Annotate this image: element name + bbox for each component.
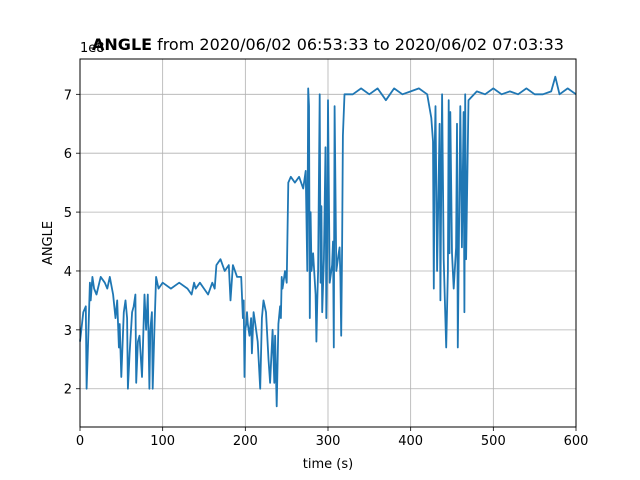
y-tick-label: 4	[64, 265, 72, 280]
y-tick-label: 2	[64, 383, 72, 398]
series-line-0	[79, 75, 577, 408]
x-tick-label: 100	[150, 434, 175, 449]
x-tick-label: 300	[316, 434, 341, 449]
chart-title-rest: from 2020/06/02 06:53:33 to 2020/06/02 0…	[157, 35, 564, 54]
y-axis-label: ANGLE	[41, 221, 56, 265]
x-tick-label: 600	[564, 434, 589, 449]
x-tick-label: 200	[233, 434, 258, 449]
y-tick-label: 3	[64, 324, 72, 339]
y-offset-label: 1e8	[80, 41, 105, 56]
x-axis-label: time (s)	[303, 457, 353, 472]
y-tick-label: 5	[64, 206, 72, 221]
x-tick-label: 500	[481, 434, 506, 449]
ticks: 0 100 200 300 400 500 600 2 3 4 5 6 7	[64, 88, 589, 449]
chart-title-bold: ANGLE	[92, 35, 152, 54]
x-tick-label: 400	[398, 434, 423, 449]
series-layer	[79, 75, 577, 408]
y-tick-label: 7	[64, 88, 72, 103]
y-tick-label: 6	[64, 147, 72, 162]
chart-title: ANGLE from 2020/06/02 06:53:33 to 2020/06…	[92, 35, 564, 54]
x-tick-label: 0	[76, 434, 84, 449]
